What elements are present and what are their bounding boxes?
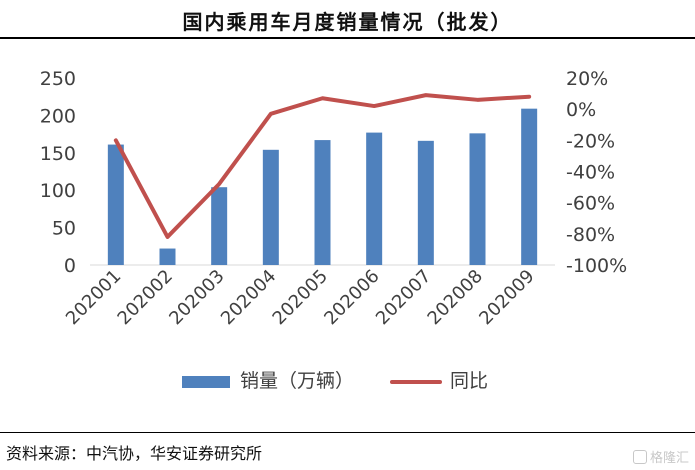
legend-swatch-sales [182,376,230,388]
legend-label-yoy: 同比 [450,370,488,392]
watermark-logo-icon [632,449,647,464]
bar [159,248,176,265]
title-underline [0,37,695,39]
right-tick-label: -40% [566,162,615,184]
x-tick-label: 202008 [424,266,487,329]
source-divider [0,432,695,433]
bar [521,108,538,265]
left-axis-ticks: 0 50 100 150 200 250 [40,68,76,277]
right-tick-label: -100% [566,255,627,277]
right-tick-label: 0% [566,99,596,121]
x-tick-label: 202002 [114,266,177,329]
bar [314,140,331,265]
x-tick-label: 202007 [372,266,435,329]
right-axis-ticks: -100% -80% -60% -40% -20% 0% 20% [566,68,627,277]
bar-series [107,108,538,265]
source-note: 资料来源：中汽协，华安证券研究所 [6,444,263,463]
left-tick-label: 0 [64,255,76,277]
x-axis-ticks: 2020012020022020032020042020052020062020… [62,266,539,329]
legend: 销量（万辆） 同比 [182,370,488,392]
left-tick-label: 150 [40,143,76,165]
chart: 0 50 100 150 200 250 -100% -80% -60% -40% -20% 0% 2… [40,68,627,392]
bar [417,140,434,265]
watermark: 格隆汇 [632,447,689,466]
bar [366,132,383,265]
legend-label-sales: 销量（万辆） [240,370,354,392]
bar [262,149,279,265]
watermark-text: 格隆汇 [649,451,689,466]
right-tick-label: -60% [566,193,615,215]
bar [107,144,124,265]
right-tick-label: -20% [566,130,615,152]
page-title: 国内乘用车月度销量情况（批发） [182,10,513,34]
left-tick-label: 200 [40,105,76,127]
x-tick-label: 202009 [475,266,538,329]
line-series [113,93,532,239]
bar [469,133,486,265]
right-tick-label: 20% [566,68,608,90]
x-tick-label: 202003 [165,266,228,329]
right-tick-label: -80% [566,224,615,246]
bar [211,187,228,265]
x-tick-label: 202005 [269,266,332,329]
left-tick-label: 50 [52,218,76,240]
x-tick-label: 202004 [217,266,280,329]
left-tick-label: 250 [40,68,76,90]
x-tick-label: 202006 [320,266,383,329]
left-tick-label: 100 [40,180,76,202]
